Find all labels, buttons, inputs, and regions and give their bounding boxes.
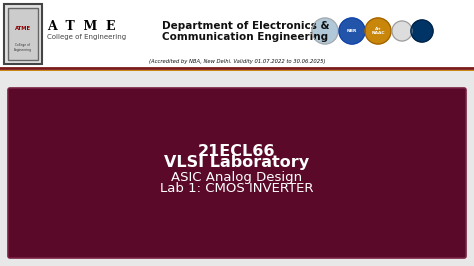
Text: A+
NAAC: A+ NAAC — [371, 27, 385, 35]
Text: 21ECL66: 21ECL66 — [198, 143, 276, 159]
Bar — [0, 0, 474, 68]
Text: (Accredited by NBA, New Delhi. Validity 01.07.2022 to 30.06.2025): (Accredited by NBA, New Delhi. Validity … — [149, 59, 325, 64]
Bar — [8, 8, 38, 60]
Circle shape — [312, 18, 338, 44]
Text: NBR: NBR — [347, 29, 357, 33]
Text: Lab 1: CMOS INVERTER: Lab 1: CMOS INVERTER — [160, 181, 314, 194]
FancyBboxPatch shape — [8, 88, 466, 258]
Circle shape — [392, 21, 412, 41]
Circle shape — [365, 18, 391, 44]
Text: ATME: ATME — [15, 26, 31, 31]
Text: A  T  M  E: A T M E — [47, 20, 116, 34]
Text: VLSI Laboratory: VLSI Laboratory — [164, 155, 310, 169]
Text: Department of Electronics &: Department of Electronics & — [162, 21, 329, 31]
Text: Communication Engineering: Communication Engineering — [162, 32, 328, 42]
Circle shape — [339, 18, 365, 44]
Bar — [4, 4, 42, 64]
Text: ASIC Analog Design: ASIC Analog Design — [172, 171, 302, 184]
Text: College of
Engineering: College of Engineering — [14, 43, 32, 52]
Text: College of Engineering: College of Engineering — [47, 34, 126, 40]
Circle shape — [411, 20, 433, 42]
